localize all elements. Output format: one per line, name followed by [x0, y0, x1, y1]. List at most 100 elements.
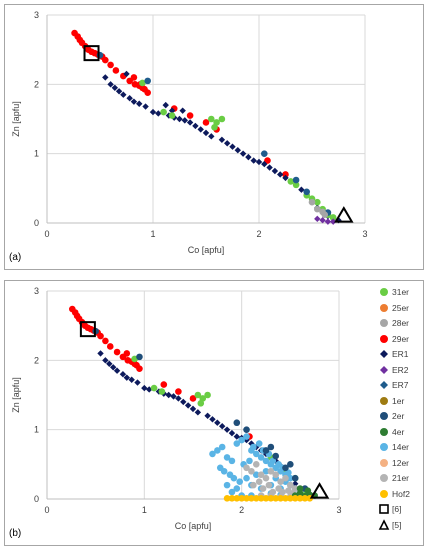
- data-point: [170, 393, 177, 400]
- data-series: [243, 461, 304, 501]
- data-point: [175, 395, 182, 402]
- data-series: [92, 327, 309, 492]
- data-point: [255, 158, 263, 166]
- legend-item: 4er: [379, 425, 404, 439]
- data-point: [229, 143, 236, 150]
- legend-marker: [380, 381, 388, 389]
- data-point: [134, 379, 141, 386]
- data-point: [252, 495, 260, 502]
- data-point: [219, 423, 226, 430]
- data-point: [292, 176, 300, 184]
- data-series: [309, 482, 330, 499]
- data-point: [208, 133, 215, 140]
- data-point: [282, 464, 289, 472]
- data-point: [130, 98, 138, 105]
- legend-item: ER1: [379, 347, 409, 361]
- legend-label: [6]: [392, 504, 402, 514]
- data-point: [243, 464, 250, 472]
- data-series: [69, 305, 253, 440]
- data-point: [113, 367, 121, 374]
- data-point: [175, 388, 182, 395]
- legend-marker: [379, 504, 389, 514]
- data-point: [123, 350, 131, 357]
- data-point: [287, 461, 294, 468]
- data-point: [292, 181, 300, 189]
- legend-marker: [380, 458, 388, 467]
- data-point: [197, 126, 204, 133]
- legend-label: 21er: [392, 473, 410, 483]
- x-tick-label: 1: [150, 229, 155, 239]
- data-point: [107, 81, 114, 88]
- data-point: [209, 416, 216, 423]
- legend-label: 2er: [392, 411, 405, 421]
- data-point: [287, 495, 294, 502]
- data-point: [296, 495, 304, 502]
- data-point: [291, 485, 299, 492]
- data-point: [162, 101, 169, 109]
- scatter-plot-b: 0 1 2 3 0 1 2 3 Co [apfu] Zn [apfu] (b): [9, 286, 342, 539]
- data-point: [112, 67, 120, 74]
- data-point: [83, 45, 100, 62]
- legend-item: 25er: [379, 301, 409, 315]
- data-point: [109, 364, 117, 371]
- data-point: [257, 495, 265, 502]
- data-point: [214, 419, 221, 426]
- data-point: [272, 471, 280, 479]
- data-point: [233, 419, 241, 427]
- data-point: [176, 115, 183, 123]
- chart-panel-a: 0 1 2 3 0 1 2 3 Co [apfu] Zn [apfu] (a): [4, 4, 424, 270]
- data-point: [218, 115, 226, 123]
- legend-label: 4er: [392, 426, 405, 437]
- data-point: [330, 218, 337, 225]
- legend-marker: [380, 334, 388, 343]
- y-tick-label: 1: [34, 149, 39, 159]
- data-point: [243, 495, 250, 502]
- legend-item: 21er: [379, 471, 409, 485]
- legend-item: 1er: [379, 394, 404, 408]
- data-point: [158, 388, 166, 395]
- data-point: [262, 467, 270, 475]
- data-point: [282, 171, 289, 178]
- data-point: [115, 88, 123, 95]
- data-point: [139, 79, 146, 87]
- y-axis-title: Zn [apfu]: [11, 377, 21, 413]
- data-point: [314, 205, 321, 213]
- data-point: [324, 218, 332, 225]
- data-point: [181, 117, 188, 124]
- legend-label: ER1: [392, 349, 409, 359]
- data-point: [267, 495, 275, 502]
- data-point: [128, 376, 135, 383]
- panel-label: (b): [9, 528, 21, 539]
- legend-item: Hof2: [379, 487, 410, 501]
- data-point: [189, 395, 197, 402]
- data-point: [266, 164, 273, 171]
- data-point: [303, 188, 311, 196]
- chart-panel-b: 0 1 2 3 0 1 2 3 Co [apfu] Zn [apfu] (b) 31er 25er 28…: [4, 280, 424, 546]
- data-point: [261, 150, 268, 157]
- data-point: [314, 215, 321, 223]
- data-series: [334, 206, 354, 223]
- data-point: [144, 89, 151, 96]
- data-point: [228, 457, 236, 465]
- data-point: [204, 391, 211, 399]
- data-point: [102, 56, 109, 64]
- data-point: [269, 457, 277, 465]
- legend-item: 2er: [379, 409, 404, 423]
- legend-marker: [380, 319, 388, 327]
- legend-label: 12er: [392, 457, 410, 468]
- data-point: [144, 77, 151, 85]
- data-point: [296, 490, 304, 497]
- data-point: [160, 108, 167, 116]
- legend-item: 28er: [379, 316, 409, 330]
- data-point: [119, 371, 127, 378]
- legend-marker: [380, 412, 388, 420]
- data-point: [223, 454, 231, 461]
- data-point: [265, 481, 273, 489]
- data-point: [259, 485, 267, 492]
- data-point: [248, 495, 255, 502]
- data-point: [106, 343, 114, 350]
- data-point: [243, 433, 250, 440]
- y-tick-label: 0: [34, 218, 39, 228]
- x-tick-label: 1: [142, 505, 147, 515]
- data-point: [245, 153, 252, 161]
